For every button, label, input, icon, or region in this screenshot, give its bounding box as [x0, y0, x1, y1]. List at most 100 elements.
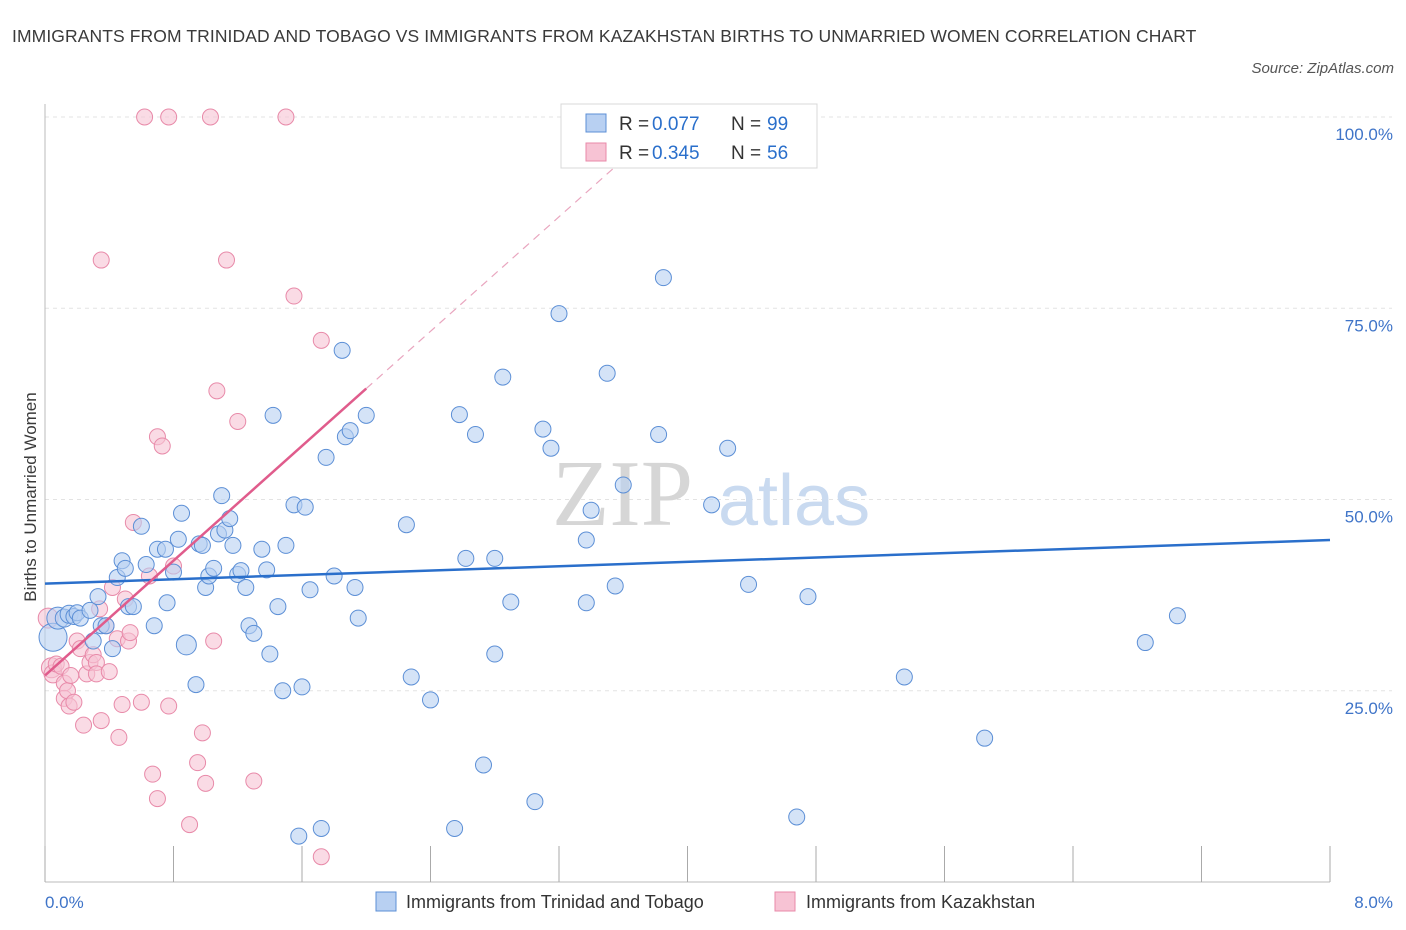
- trinidad-point: [277, 536, 295, 554]
- legend-n-label: N =: [731, 143, 761, 164]
- trinidad-point: [1136, 634, 1154, 652]
- trinidad-point: [261, 645, 279, 663]
- trinidad-point: [187, 676, 205, 694]
- trinidad-point: [422, 691, 439, 709]
- kazakhstan-point: [92, 251, 110, 269]
- gridlines: [45, 116, 1392, 692]
- kazakhstan-point: [245, 772, 263, 790]
- trinidad-point: [346, 578, 364, 596]
- bottom-legend: Immigrants from Trinidad and Tobago Immi…: [375, 891, 1035, 912]
- kazakhstan-point: [312, 848, 330, 866]
- trinidad-point: [293, 678, 311, 696]
- trinidad-point: [475, 756, 493, 774]
- trinidad-point: [224, 536, 242, 554]
- trinidad-point: [703, 496, 721, 514]
- trinidad-point: [494, 368, 512, 386]
- kazakhstan-point: [132, 693, 150, 711]
- legend-swatch-kazakhstan: [585, 142, 607, 162]
- trinidad-point: [205, 559, 223, 577]
- trinidad-point: [264, 406, 282, 424]
- kazakhstan-point: [201, 108, 219, 126]
- x-tick-label: 0.0%: [45, 893, 84, 912]
- trinidad-point: [598, 364, 616, 382]
- trinidad-point: [976, 729, 994, 747]
- trinidad-point: [895, 668, 913, 686]
- y-axis-label: Births to Unmarried Women: [21, 392, 40, 601]
- trinidad-point: [169, 530, 187, 548]
- kazakhstan-point: [193, 724, 211, 742]
- legend-n-value: 56: [767, 143, 788, 164]
- trinidad-point: [274, 682, 292, 700]
- trinidad-point: [614, 476, 632, 494]
- legend-item-trinidad: Immigrants from Trinidad and Tobago: [406, 892, 704, 912]
- trinidad-point: [357, 406, 375, 424]
- stats-legend: R = 0.077 N = 99 R = 0.345 N = 56: [560, 103, 818, 169]
- trinidad-point: [312, 819, 330, 837]
- legend-n-label: N =: [731, 114, 761, 135]
- trinidad-point: [156, 540, 174, 558]
- trinidad-point: [577, 594, 595, 612]
- trinidad-point: [466, 425, 484, 443]
- trinidad-point: [534, 420, 552, 438]
- trinidad-point: [582, 501, 600, 519]
- trinidad-point: [221, 510, 239, 528]
- kazakhstan-point: [208, 382, 226, 400]
- trinidad-trend-line: [44, 538, 1331, 585]
- axes: [44, 104, 1331, 883]
- chart-title: IMMIGRANTS FROM TRINIDAD AND TOBAGO VS I…: [12, 26, 1197, 46]
- trinidad-point: [84, 632, 102, 650]
- kazakhstan-trend-line: [44, 387, 368, 677]
- kazakhstan-point: [153, 437, 171, 455]
- y-tick-label: 25.0%: [1345, 699, 1393, 718]
- trinidad-point: [213, 487, 231, 505]
- kazakhstan-point: [160, 697, 178, 715]
- trinidad-point: [158, 594, 176, 612]
- watermark: ZIP atlas: [552, 442, 870, 546]
- trinidad-point: [173, 504, 191, 522]
- legend-n-value: 99: [767, 114, 788, 135]
- trinidad-point: [175, 634, 197, 656]
- trinidad-points: [38, 269, 1186, 845]
- trinidad-point: [486, 645, 504, 663]
- trinidad-point: [124, 598, 142, 616]
- kazakhstan-point: [189, 754, 207, 772]
- trinidad-point: [550, 305, 568, 323]
- trinidad-point: [446, 819, 464, 837]
- trinidad-point: [799, 588, 817, 606]
- legend-swatch-trinidad: [375, 891, 397, 912]
- watermark-atlas: atlas: [718, 461, 870, 541]
- kazakhstan-point: [75, 716, 93, 734]
- trinidad-point: [654, 269, 672, 287]
- kazakhstan-trend-extension: [365, 166, 616, 390]
- kazakhstan-point: [218, 251, 236, 269]
- trinidad-point: [397, 516, 415, 534]
- kazakhstan-point: [148, 790, 166, 808]
- kazakhstan-point: [205, 632, 223, 650]
- kazakhstan-point: [62, 666, 80, 684]
- trinidad-point: [137, 556, 155, 574]
- trinidad-point: [145, 617, 163, 635]
- legend-r-label: R =: [619, 114, 649, 135]
- source-label: Source: ZipAtlas.com: [1251, 60, 1394, 77]
- trinidad-point: [317, 448, 335, 466]
- watermark-zip: ZIP: [552, 442, 693, 546]
- trinidad-point: [719, 439, 737, 457]
- trinidad-point: [486, 549, 504, 567]
- kazakhstan-point: [229, 412, 247, 430]
- kazakhstan-point: [312, 331, 330, 349]
- trinidad-point: [237, 578, 255, 596]
- kazakhstan-point: [144, 765, 162, 783]
- y-tick-label: 75.0%: [1345, 316, 1393, 335]
- trinidad-point: [258, 561, 276, 579]
- trinidad-point: [116, 559, 134, 577]
- trinidad-point: [290, 827, 308, 845]
- trinidad-point: [606, 577, 624, 595]
- trinidad-point: [89, 588, 107, 606]
- legend-swatch-kazakhstan: [774, 891, 796, 912]
- trinidad-point: [526, 793, 544, 811]
- kazakhstan-point: [277, 108, 295, 126]
- trinidad-point: [650, 425, 668, 443]
- trinidad-point: [301, 581, 319, 599]
- trinidad-point: [269, 598, 287, 616]
